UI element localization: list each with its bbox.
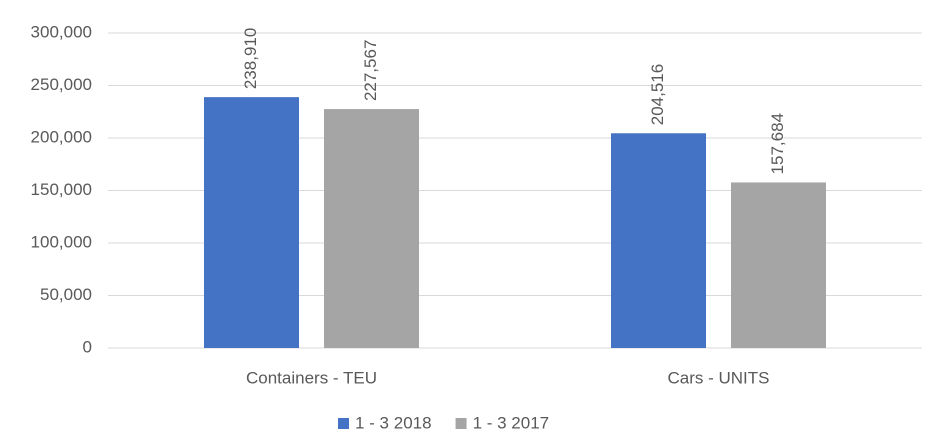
legend-label: 1 - 3 2017 — [473, 413, 550, 432]
bar — [204, 97, 299, 348]
value-label: 227,567 — [361, 40, 380, 101]
y-tick-label: 200,000 — [31, 127, 92, 146]
y-tick-label: 300,000 — [31, 22, 92, 41]
y-tick-label: 50,000 — [40, 285, 92, 304]
value-label: 238,910 — [241, 28, 260, 89]
bar — [324, 109, 419, 348]
legend-label: 1 - 3 2018 — [355, 413, 432, 432]
y-tick-label: 0 — [83, 337, 92, 356]
x-tick-label: Cars - UNITS — [668, 368, 770, 387]
x-tick-label: Containers - TEU — [246, 368, 377, 387]
bar — [611, 133, 706, 348]
legend-swatch — [455, 418, 467, 429]
value-label: 157,684 — [768, 113, 787, 174]
y-tick-label: 150,000 — [31, 180, 92, 199]
y-tick-label: 250,000 — [31, 75, 92, 94]
bar — [731, 182, 826, 348]
value-label: 204,516 — [648, 64, 667, 125]
legend-swatch — [338, 418, 349, 429]
y-tick-label: 100,000 — [31, 232, 92, 251]
